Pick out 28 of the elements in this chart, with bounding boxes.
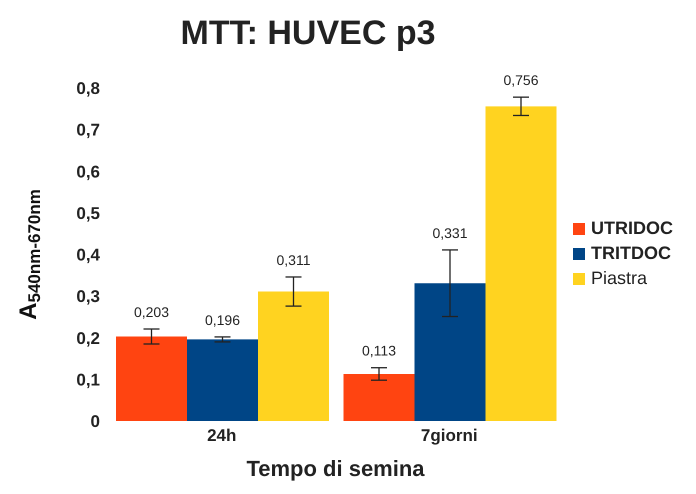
y-tick-label: 0,1: [76, 370, 100, 390]
y-tick-label: 0,4: [76, 246, 101, 265]
data-label: 0,196: [204, 312, 240, 328]
bar: [486, 106, 556, 421]
data-label: 0,756: [503, 72, 539, 88]
y-tick-label: 0,7: [76, 120, 100, 140]
data-label: 0,203: [134, 304, 170, 320]
y-tick-label: 0,8: [76, 79, 100, 98]
legend-label: UTRIDOC: [591, 218, 673, 239]
bar: [344, 374, 414, 421]
x-axis-title: Tempo di semina: [246, 456, 426, 481]
y-tick-label: 0: [90, 412, 100, 432]
data-label: 0,311: [276, 252, 311, 268]
x-tick-label: 24h: [207, 426, 236, 446]
x-tick-label: 7giorni: [420, 426, 478, 446]
y-tick-label: 0,2: [76, 328, 100, 348]
bar: [414, 283, 486, 421]
data-label: 0,331: [432, 224, 468, 241]
bar: [187, 339, 258, 421]
bar: [116, 336, 187, 421]
bar: [258, 292, 329, 421]
legend-label: TRITDOC: [591, 243, 671, 264]
y-tick-label: 0,6: [76, 162, 100, 182]
y-tick-label: 0,3: [76, 287, 100, 306]
chart-title: MTT: HUVEC p3: [180, 14, 436, 53]
y-tick-label: 0,5: [76, 204, 100, 223]
data-label: 0,113: [362, 342, 396, 359]
legend-label: Piastra: [591, 268, 648, 289]
